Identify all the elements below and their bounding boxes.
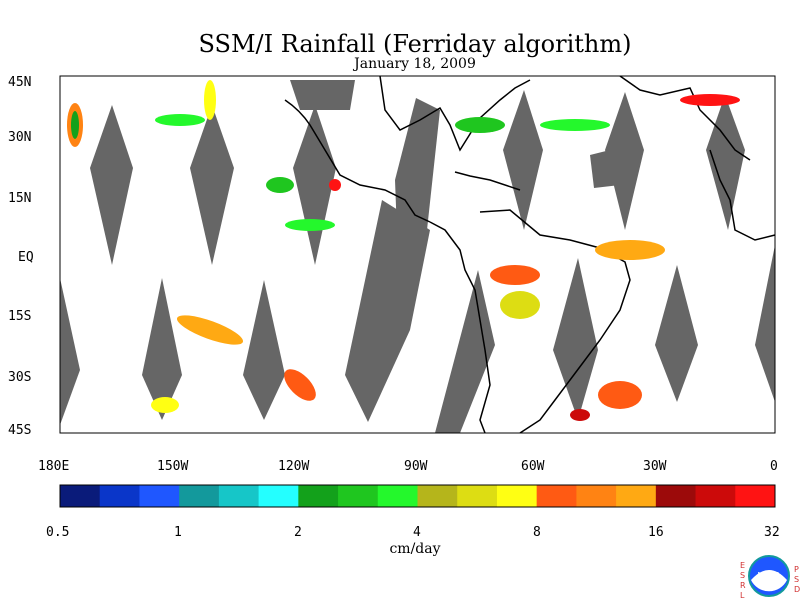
colorbar-units: cm/day	[389, 541, 441, 557]
logo-letter: S	[740, 571, 746, 580]
lon-axis: 180E 150W 120W 90W 60W 30W 0	[38, 459, 778, 474]
map-frame	[59, 75, 776, 434]
colorbar-tick-label: 2	[294, 525, 302, 540]
colorbar-tick-label: 8	[533, 525, 541, 540]
colorbar-tick-label: 1	[174, 525, 182, 540]
lat-label-15n: 15N	[8, 191, 31, 206]
colorbar-segment	[576, 485, 617, 507]
lat-label-15s: 15S	[8, 309, 31, 324]
colorbar-tick-label: 0.5	[46, 525, 69, 540]
colorbar-segment	[99, 485, 140, 507]
colorbar-border	[59, 484, 776, 508]
lon-label-30w: 30W	[643, 459, 667, 474]
colorbar-tick-label: 16	[648, 525, 664, 540]
colorbar-segment	[417, 485, 458, 507]
lat-label-30s: 30S	[8, 370, 31, 385]
lat-label-45n: 45N	[8, 75, 31, 90]
noaa-logo-text: NOAA	[757, 571, 781, 580]
colorbar-segment	[218, 485, 260, 507]
lon-label-180e: 180E	[38, 459, 69, 474]
colorbar-ticks: 0.5 1 2 4 8 16 32	[46, 525, 780, 540]
logo-letter: L	[740, 591, 745, 600]
rain-patches	[67, 80, 740, 421]
colorbar	[59, 484, 776, 508]
colorbar-segment	[298, 485, 339, 507]
colorbar-segment	[338, 485, 379, 507]
map-date: January 18, 2009	[354, 56, 476, 72]
colorbar-segment	[377, 485, 418, 507]
swath-gaps	[60, 80, 775, 433]
coastlines	[284, 75, 776, 434]
logo-letter: E	[740, 561, 746, 570]
lon-label-150w: 150W	[157, 459, 188, 474]
logo-letter: S	[794, 575, 800, 584]
colorbar-segment	[496, 485, 538, 507]
colorbar-tick-label: 4	[413, 525, 421, 540]
colorbar-segment	[60, 485, 101, 507]
lon-label-0: 0	[770, 459, 778, 474]
colorbar-segment	[139, 485, 180, 507]
lat-axis: 45N 30N 15N EQ 15S 30S 45S	[8, 75, 34, 438]
colorbar-segment	[258, 485, 299, 507]
colorbar-segment	[616, 485, 657, 507]
colorbar-segment	[536, 485, 577, 507]
colorbar-segment	[695, 485, 736, 507]
logo-letter: R	[740, 581, 746, 590]
logo-letter: D	[794, 585, 800, 594]
logo-letter: P	[794, 565, 799, 574]
noaa-logo: NOAA	[748, 555, 790, 597]
lon-label-120w: 120W	[278, 459, 309, 474]
lat-label-45s: 45S	[8, 423, 31, 438]
colorbar-segment	[655, 485, 697, 507]
map-title: SSM/I Rainfall (Ferriday algorithm)	[198, 30, 632, 58]
colorbar-segment	[179, 485, 220, 507]
lat-label-30n: 30N	[8, 130, 31, 145]
lon-label-60w: 60W	[521, 459, 545, 474]
lon-label-90w: 90W	[404, 459, 428, 474]
colorbar-segment	[735, 485, 776, 507]
lat-label-eq: EQ	[18, 250, 34, 265]
colorbar-segment	[457, 485, 498, 507]
colorbar-tick-label: 32	[764, 525, 780, 540]
